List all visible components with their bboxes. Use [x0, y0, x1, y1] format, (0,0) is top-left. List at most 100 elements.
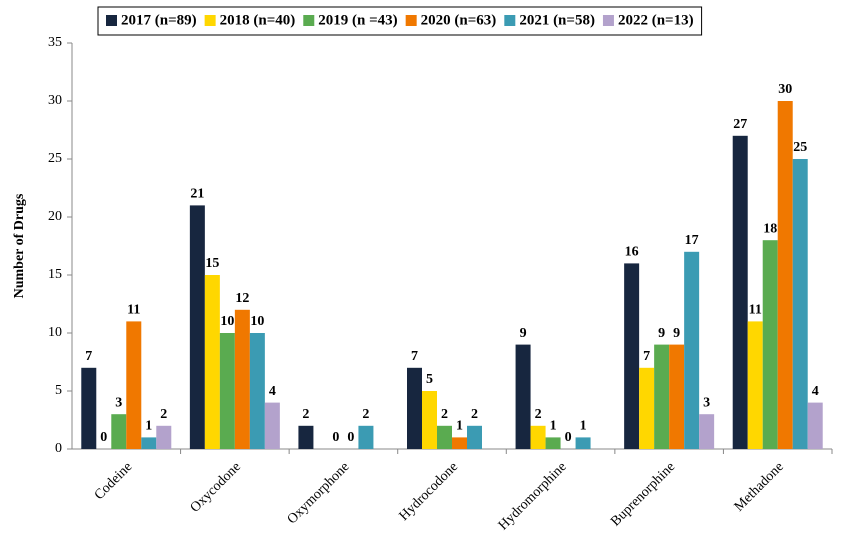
data-label: 1: [145, 419, 152, 434]
data-label: 4: [269, 384, 276, 399]
bar: [575, 437, 591, 449]
data-label: 27: [733, 117, 747, 132]
y-tick-label: 5: [55, 383, 62, 398]
x-tick-label: Methadone: [732, 459, 787, 514]
bar: [654, 344, 670, 449]
data-label: 5: [426, 372, 433, 387]
data-label: 2: [441, 407, 448, 422]
data-label: 10: [250, 314, 264, 329]
data-label: 2: [160, 407, 167, 422]
data-label: 11: [127, 303, 140, 318]
bar: [204, 275, 220, 449]
y-axis-label: Number of Drugs: [12, 193, 27, 298]
bar: [624, 263, 640, 449]
data-label: 7: [411, 349, 418, 364]
data-label: 30: [778, 82, 792, 97]
data-label: 16: [625, 245, 639, 260]
bar: [189, 205, 205, 449]
y-tick-label: 30: [48, 93, 62, 108]
bar: [777, 101, 793, 449]
x-tick-label: Oxymorphone: [285, 459, 353, 527]
bar: [407, 367, 422, 449]
legend-label: 2020 (n=63): [421, 12, 497, 28]
y-tick-label: 10: [48, 325, 62, 340]
legend-label: 2019 (n =43): [318, 12, 397, 28]
data-label: 0: [565, 430, 572, 445]
bar: [141, 437, 157, 449]
data-label: 7: [643, 349, 650, 364]
bar: [732, 135, 748, 450]
bar: [467, 425, 482, 449]
data-label: 15: [205, 256, 219, 271]
data-label: 1: [580, 419, 587, 434]
bar: [452, 437, 467, 449]
bar: [669, 344, 685, 449]
bar: [156, 425, 172, 449]
data-label: 2: [535, 407, 542, 422]
bar: [807, 402, 823, 449]
data-label: 11: [749, 303, 762, 318]
data-label: 2: [362, 407, 369, 422]
bar: [437, 425, 452, 449]
legend-swatch: [504, 15, 516, 26]
x-tick-label: Hydrocodone: [397, 459, 461, 523]
bar: [515, 344, 531, 449]
x-tick-label: Oxycodone: [188, 459, 244, 515]
data-label: 9: [520, 326, 527, 341]
data-label: 21: [190, 187, 204, 202]
data-label: 2: [471, 407, 478, 422]
data-label: 17: [685, 233, 699, 248]
x-tick-label: Hydromorphine: [496, 459, 570, 533]
bar: [126, 321, 142, 449]
data-label: 10: [220, 314, 234, 329]
data-label: 3: [703, 395, 710, 410]
bar: [81, 367, 97, 449]
y-tick-label: 0: [55, 441, 62, 456]
data-label: 18: [763, 221, 777, 236]
data-label: 4: [812, 384, 819, 399]
bar: [111, 414, 127, 449]
bar: [684, 251, 700, 449]
x-tick-label: Codeine: [92, 459, 136, 503]
data-label: 0: [100, 430, 107, 445]
data-label: 0: [332, 430, 339, 445]
bar: [545, 437, 561, 449]
legend-label: 2022 (n=13): [618, 12, 694, 28]
bar: [358, 425, 374, 449]
legend-label: 2021 (n=58): [519, 12, 595, 28]
bar: [234, 309, 250, 449]
y-tick-label: 25: [48, 151, 62, 166]
legend-label: 2018 (n=40): [220, 12, 296, 28]
y-tick-label: 20: [48, 209, 62, 224]
data-label: 0: [347, 430, 354, 445]
y-tick-label: 15: [48, 267, 62, 282]
bar: [747, 321, 763, 449]
data-label: 2: [302, 407, 309, 422]
data-label: 3: [115, 395, 122, 410]
bar: [249, 333, 265, 449]
data-label: 1: [456, 419, 463, 434]
bar: [530, 425, 546, 449]
legend-box: [97, 6, 703, 36]
data-label: 9: [658, 326, 665, 341]
bar: [298, 425, 314, 449]
bar: [219, 333, 235, 449]
data-label: 7: [85, 349, 92, 364]
legend-swatch: [405, 15, 417, 26]
legend-label: 2017 (n=89): [121, 12, 197, 28]
bar: [699, 414, 715, 449]
legend-swatch: [204, 15, 216, 26]
data-label: 1: [550, 419, 557, 434]
data-label: 9: [673, 326, 680, 341]
data-label: 25: [793, 140, 807, 155]
legend-swatch: [303, 15, 315, 26]
bar: [639, 367, 655, 449]
bar: [762, 240, 778, 449]
y-tick-label: 35: [48, 35, 62, 50]
legend-swatch: [602, 15, 614, 26]
bar: [792, 159, 808, 449]
bar: [264, 402, 280, 449]
data-label: 12: [235, 291, 249, 306]
legend-swatch: [106, 15, 117, 26]
